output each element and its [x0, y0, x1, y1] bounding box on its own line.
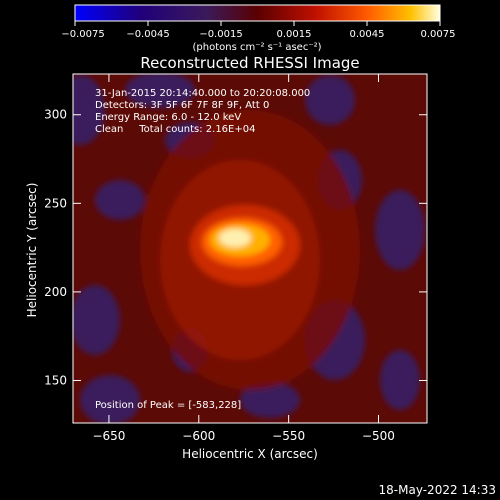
heatmap-image — [73, 74, 427, 423]
colorbar: −0.0075 −0.0045 −0.0015 0.0015 0.0045 0.0075 … — [61, 4, 456, 53]
y-tick-label: 150 — [44, 373, 67, 387]
colorbar-tick-label: 0.0075 — [421, 29, 456, 40]
annotation-clean: Clean Total counts: 2.16E+04 — [95, 124, 255, 135]
y-tick-label: 200 — [44, 285, 67, 299]
y-axis-label: Heliocentric Y (arcsec) — [25, 183, 39, 318]
plot-frame — [72, 73, 428, 424]
colorbar-tick-label: −0.0015 — [199, 29, 242, 40]
x-tick-label: −600 — [182, 429, 215, 443]
chart-title: Reconstructed RHESSI Image — [140, 54, 359, 72]
annotation-detectors: Detectors: 3F 5F 6F 7F 8F 9F, Att 0 — [95, 100, 269, 111]
annotations: 31-Jan-2015 20:14:40.000 to 20:20:08.000… — [95, 88, 310, 411]
annotation-peak: Position of Peak = [-583,228] — [95, 400, 241, 411]
x-axis-label: Heliocentric X (arcsec) — [182, 447, 318, 461]
colorbar-tick-label: −0.0075 — [61, 29, 104, 40]
colorbar-tick-label: 0.0015 — [277, 29, 312, 40]
annotation-energy: Energy Range: 6.0 - 12.0 keV — [95, 112, 241, 123]
y-tick-label: 300 — [44, 108, 67, 122]
x-tick-label: −500 — [362, 429, 395, 443]
y-tick-label: 250 — [44, 196, 67, 210]
annotation-time: 31-Jan-2015 20:14:40.000 to 20:20:08.000 — [95, 88, 310, 99]
colorbar-tick-label: 0.0045 — [350, 29, 385, 40]
y-axis-ticks: 150 200 250 300 — [44, 108, 427, 387]
footer-timestamp: 18-May-2022 14:33 — [379, 483, 496, 497]
x-tick-label: −550 — [272, 429, 305, 443]
x-axis-ticks: −650 −600 −550 −500 — [92, 74, 395, 443]
colorbar-label: (photons cm⁻² s⁻¹ asec⁻²) — [192, 42, 321, 53]
colorbar-gradient — [74, 4, 441, 22]
x-tick-label: −650 — [92, 429, 125, 443]
colorbar-tick-label: −0.0045 — [126, 29, 169, 40]
colorbar-ticks: −0.0075 −0.0045 −0.0015 0.0015 0.0045 0.0075 — [61, 21, 456, 40]
